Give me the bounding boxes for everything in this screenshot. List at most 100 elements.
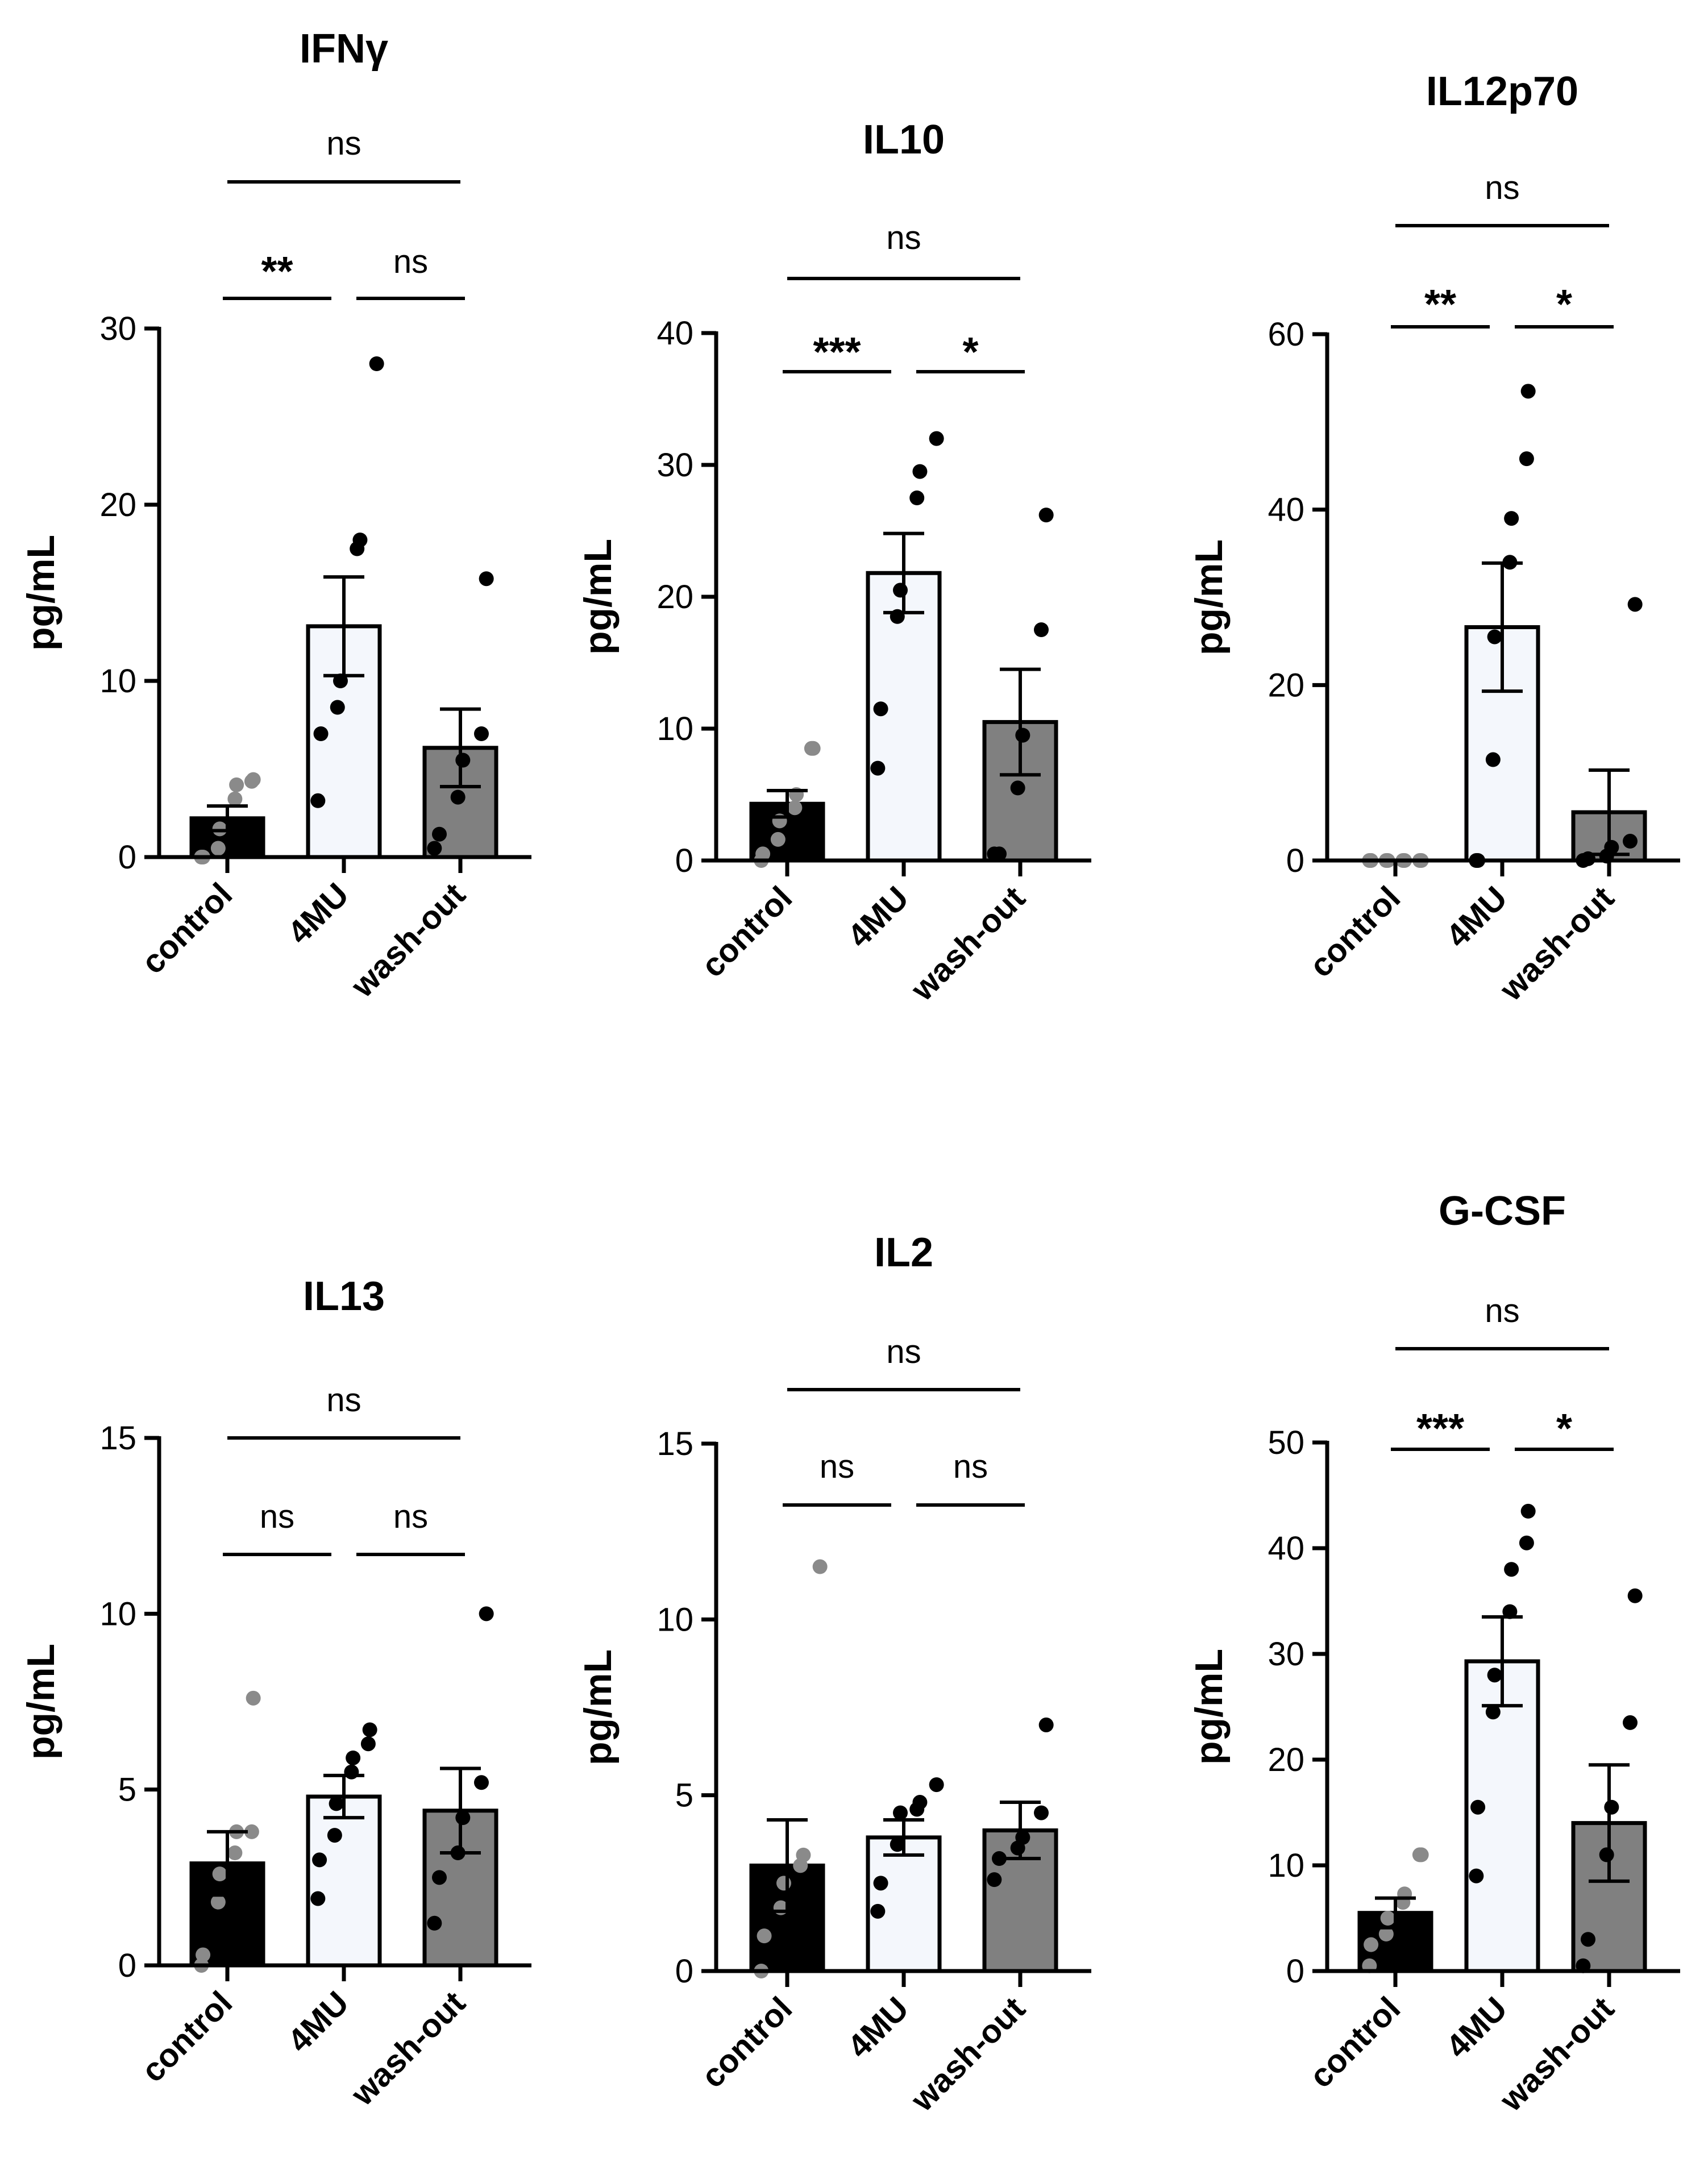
data-point: [1622, 1715, 1638, 1730]
data-point: [1604, 839, 1619, 855]
data-point: [330, 700, 345, 715]
x-tick-label: 4MU: [1439, 1990, 1515, 2065]
x-tick-label: 4MU: [841, 879, 916, 955]
data-point: [992, 846, 1007, 862]
y-tick-label: 15: [656, 1425, 693, 1462]
data-point: [432, 826, 447, 842]
y-axis-label: pg/mL: [1187, 1649, 1231, 1765]
y-axis-label: pg/mL: [576, 539, 620, 655]
x-tick-label: wash-out: [904, 879, 1033, 1008]
data-point: [1485, 752, 1501, 767]
y-tick-label: 40: [656, 315, 693, 352]
data-point: [246, 1690, 261, 1706]
data-point: [1038, 1717, 1054, 1732]
data-point: [1627, 597, 1643, 612]
data-point: [210, 1894, 226, 1910]
data-point: [479, 1606, 494, 1622]
data-point: [1469, 1868, 1484, 1884]
data-point: [1470, 1799, 1486, 1815]
data-point: [212, 1866, 227, 1882]
y-tick-label: 30: [656, 447, 693, 484]
data-point: [992, 1851, 1007, 1866]
significance-label: ***: [1416, 1406, 1464, 1452]
significance-label: **: [1424, 282, 1456, 327]
data-point: [312, 1852, 327, 1868]
data-point: [1520, 1503, 1536, 1519]
data-point: [1519, 451, 1534, 467]
data-point: [1033, 622, 1049, 637]
significance-label: ns: [886, 1333, 921, 1370]
x-tick-label: control: [134, 1984, 239, 2089]
data-point: [212, 821, 227, 837]
x-tick-label: wash-out: [344, 1984, 473, 2113]
data-point: [1380, 1911, 1395, 1926]
chart-title: IL2: [874, 1230, 933, 1275]
data-point: [196, 1947, 211, 1963]
significance-label: ns: [886, 219, 921, 256]
y-tick-label: 10: [99, 1595, 136, 1632]
bar-4MU: [1464, 1659, 1540, 1973]
data-point: [1504, 1562, 1519, 1577]
data-point: [770, 832, 786, 847]
data-point: [1622, 834, 1638, 849]
x-tick-label: 4MU: [841, 1990, 916, 2065]
chart-title: IL12p70: [1426, 69, 1578, 114]
data-point: [1015, 727, 1030, 743]
significance-label: ns: [326, 125, 361, 162]
data-point: [327, 1828, 342, 1843]
y-tick-label: 0: [1286, 842, 1304, 879]
data-point: [1604, 1799, 1619, 1815]
data-point: [912, 1795, 928, 1810]
data-point: [1485, 1704, 1501, 1720]
y-tick-label: 10: [99, 663, 136, 700]
significance-label: ns: [326, 1382, 361, 1419]
significance-label: ns: [260, 1498, 294, 1535]
y-tick-label: 20: [656, 579, 693, 616]
data-point: [1010, 780, 1025, 796]
data-point: [310, 1891, 326, 1906]
data-point: [755, 846, 771, 862]
y-tick-label: 0: [675, 842, 693, 879]
data-point: [427, 841, 442, 856]
y-tick-label: 30: [1268, 1636, 1304, 1673]
significance-label: ***: [813, 330, 861, 375]
data-point: [360, 1736, 376, 1752]
data-point: [1033, 1805, 1049, 1820]
x-tick-label: control: [1302, 1990, 1407, 2095]
y-tick-label: 0: [118, 839, 136, 876]
data-point: [1487, 1668, 1502, 1683]
chart-title: IL10: [863, 117, 945, 163]
data-point: [210, 841, 226, 856]
y-tick-label: 15: [99, 1420, 136, 1457]
data-point: [757, 1928, 772, 1944]
data-point: [455, 1810, 471, 1826]
x-tick-label: wash-out: [344, 876, 473, 1005]
chart-title: G-CSF: [1439, 1188, 1566, 1234]
data-point: [812, 1559, 828, 1574]
y-tick-label: 10: [656, 710, 693, 747]
x-tick-label: wash-out: [1493, 879, 1622, 1008]
y-axis-label: pg/mL: [19, 1644, 63, 1760]
significance-label: ns: [820, 1448, 854, 1485]
data-point: [450, 789, 466, 805]
x-tick-label: wash-out: [904, 1990, 1033, 2119]
significance-label: ns: [393, 1498, 428, 1535]
data-point: [1599, 1847, 1614, 1862]
y-tick-label: 10: [1268, 1847, 1304, 1884]
data-point: [455, 753, 471, 768]
x-tick-label: 4MU: [281, 876, 356, 951]
data-point: [310, 793, 326, 808]
x-tick-label: control: [1302, 879, 1407, 984]
data-point: [1364, 1937, 1379, 1952]
data-point: [1627, 1588, 1643, 1603]
significance-label: *: [1556, 1406, 1572, 1452]
data-point: [912, 464, 928, 479]
data-point: [227, 791, 243, 806]
data-point: [787, 800, 803, 816]
y-axis-label: pg/mL: [19, 535, 63, 651]
